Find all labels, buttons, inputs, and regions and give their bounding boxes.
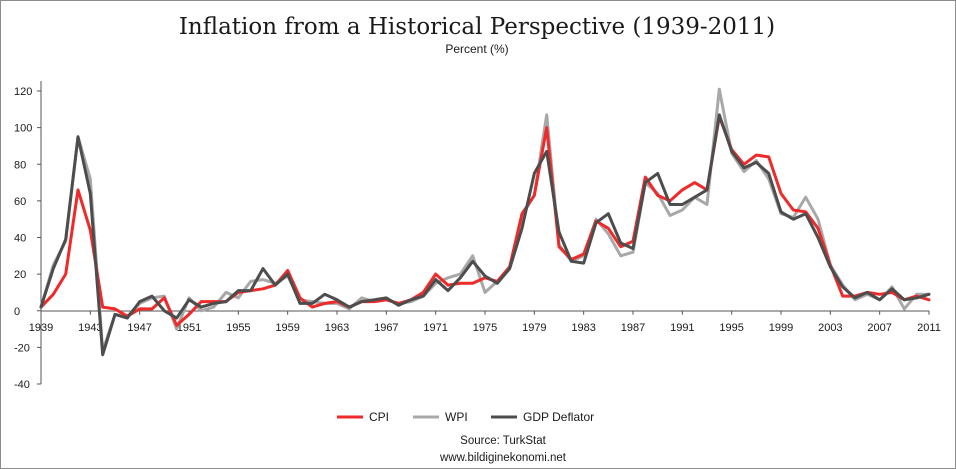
x-tick-label: 2007 — [867, 322, 891, 334]
x-tick-label: 1983 — [571, 322, 595, 334]
y-tick-label: 20 — [14, 269, 26, 281]
chart-subtitle: Percent (%) — [445, 42, 508, 56]
y-tick-label: 40 — [14, 233, 26, 245]
x-tick-label: 1959 — [275, 322, 299, 334]
y-tick-label: -40 — [14, 379, 30, 391]
legend-label-cpi: CPI — [369, 410, 389, 424]
series-line-wpi — [39, 87, 931, 353]
y-tick-label: 0 — [14, 306, 20, 318]
series-line-gdp-deflator — [39, 113, 931, 357]
x-tick-label: 1955 — [226, 322, 250, 334]
y-ticks: 120 100 80 60 40 20 0 -20 -40 — [14, 86, 41, 391]
legend-label-wpi: WPI — [445, 410, 468, 424]
x-ticks: 1939 1943 1947 1951 1955 1959 1963 1967 1971 1975… — [29, 310, 941, 334]
x-tick-label: 1987 — [621, 322, 645, 334]
x-tick-label: 1995 — [719, 322, 743, 334]
x-tick-label: 1979 — [522, 322, 546, 334]
x-tick-label: 1947 — [127, 322, 151, 334]
axes — [40, 81, 929, 384]
series-line-cpi — [39, 115, 931, 327]
y-tick-label: -20 — [14, 342, 30, 354]
x-tick-label: 1939 — [29, 322, 53, 334]
x-tick-label: 1975 — [473, 322, 497, 334]
x-tick-label: 1963 — [325, 322, 349, 334]
source-note: Source: TurkStat — [460, 435, 546, 447]
x-tick-label: 1991 — [670, 322, 694, 334]
x-tick-label: 1943 — [78, 322, 102, 334]
y-tick-label: 100 — [14, 123, 32, 135]
x-tick-label: 1999 — [769, 322, 793, 334]
x-tick-label: 1951 — [177, 322, 201, 334]
y-tick-label: 120 — [14, 86, 32, 98]
x-tick-label: 1967 — [374, 322, 398, 334]
chart-title: Inflation from a Historical Perspective … — [179, 14, 775, 40]
series-lines — [39, 87, 931, 357]
x-tick-label: 1971 — [423, 322, 447, 334]
x-tick-label: 2011 — [917, 322, 941, 334]
y-tick-label: 80 — [14, 159, 26, 171]
legend: CPI WPI GDP Deflator — [337, 410, 594, 424]
website-note: www.bildiginekonomi.net — [439, 452, 567, 464]
y-tick-label: 60 — [14, 196, 26, 208]
legend-label-gdp-deflator: GDP Deflator — [523, 410, 594, 424]
x-tick-label: 2003 — [818, 322, 842, 334]
